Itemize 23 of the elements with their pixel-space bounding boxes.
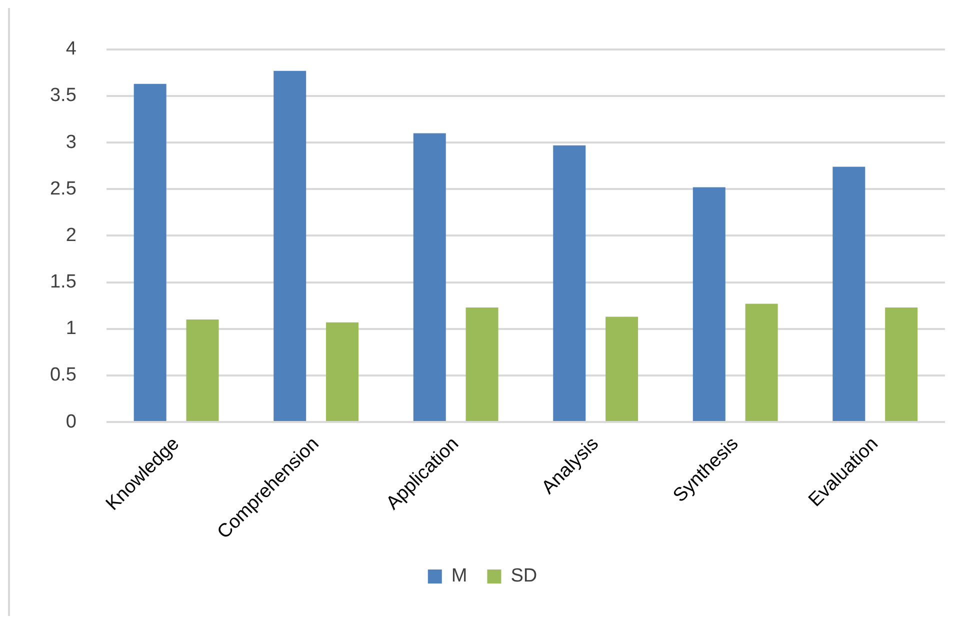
y-tick-label: 1 <box>66 318 76 340</box>
y-tick-label: 2 <box>66 224 76 246</box>
bar <box>553 145 586 422</box>
bar <box>186 320 219 422</box>
bar <box>466 307 498 422</box>
y-tick-label: 0 <box>66 411 76 432</box>
bar <box>413 133 446 422</box>
y-tick-label: 3 <box>66 132 76 153</box>
y-tick-label: 4 <box>66 38 77 60</box>
y-tick-label: 2.5 <box>50 178 76 200</box>
bar <box>885 307 918 422</box>
bar <box>692 187 726 422</box>
legend-label: SD <box>510 566 538 587</box>
y-tick-label: 0.5 <box>50 364 76 386</box>
bar <box>606 316 638 422</box>
bar <box>326 322 359 422</box>
legend-label: M <box>451 566 468 587</box>
bar <box>832 166 866 422</box>
bar <box>745 304 778 422</box>
y-tick-label: 1.5 <box>50 272 76 293</box>
y-tick-label: 3.5 <box>50 85 76 106</box>
bar <box>274 70 306 422</box>
bar <box>134 84 166 422</box>
